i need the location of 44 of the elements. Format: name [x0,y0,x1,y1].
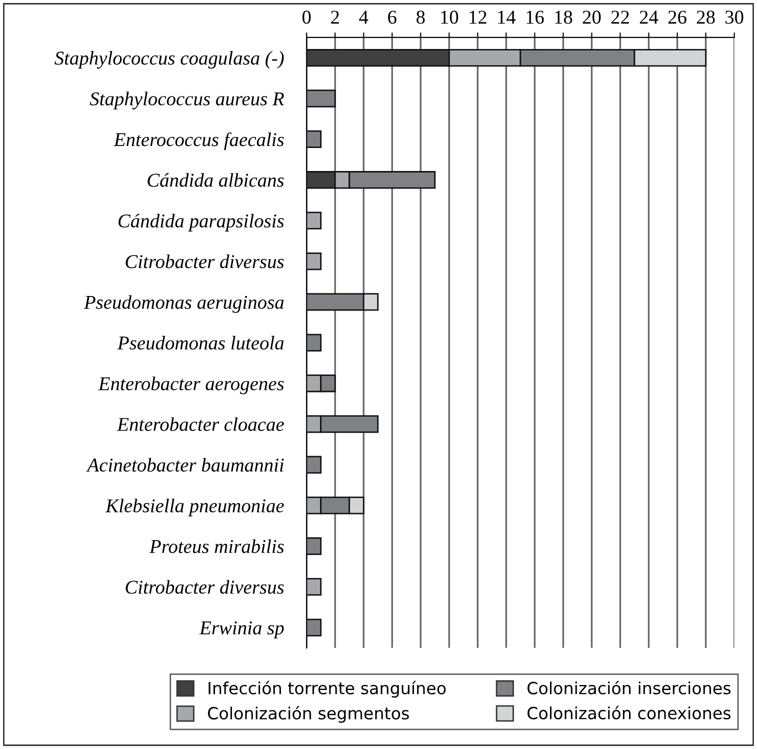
y-tick-label: Erwinia sp [199,621,284,638]
x-tick-label: 14 [498,10,516,24]
x-tick-label: 8 [416,10,425,24]
y-tick-label: Enterococcus faecalis [114,132,284,150]
y-tick-label: Enterobacter aerogenes [98,376,284,394]
x-tick-label: 24 [640,10,658,24]
y-tick-label: Enterobacter cloacae [116,417,284,432]
x-tick-label: 12 [470,10,486,24]
x-tick-label: 0 [302,10,311,24]
x-tick-label: 10 [441,10,458,24]
x-tick-label: 2 [331,10,339,24]
x-tick-label: 30 [725,10,744,24]
bar [306,618,322,636]
bar [306,537,322,555]
bar [306,90,336,108]
y-tick-label: Citrobacter diversus [126,580,284,594]
y-tick-label: Pseudomonas luteola [117,336,284,350]
bar [306,578,322,596]
x-tick-label: 6 [388,10,396,24]
y-tick-label: Klebsiella pneumoniae [105,498,284,516]
x-tick-label: 28 [696,10,715,24]
x-tick-label: 20 [582,10,601,24]
legend-label: Colonización inserciones [528,680,731,694]
y-tick-label: Staphylococcus coagulasa (-) [54,51,284,69]
x-tick-label: 26 [668,10,686,24]
bar [306,130,322,148]
x-tick-label: 4 [359,10,368,24]
legend-label: Colonización conexiones [528,706,731,720]
x-tick-label: 16 [526,10,544,24]
bar [306,252,322,270]
y-tick-label: Pseudomonas aeruginosa [84,295,284,313]
x-tick-label: 22 [611,10,629,24]
y-tick-label: Proteus mirabilis [149,539,284,554]
y-tick-label: Acinetobacter baumannii [86,458,284,472]
x-tick-label: 18 [555,10,572,24]
bar [306,456,322,474]
bar [306,334,322,352]
y-tick-label: Cándida parapsilosis [118,214,284,232]
legend-label: Colonización segmentos [208,706,409,723]
legend-label: Infección torrente sanguíneo [208,680,446,698]
y-tick-label: Staphylococcus aureus R [90,92,284,110]
y-tick-label: Cándida albicans [148,173,284,187]
bar [306,212,322,230]
y-tick-label: Citrobacter diversus [126,254,284,268]
